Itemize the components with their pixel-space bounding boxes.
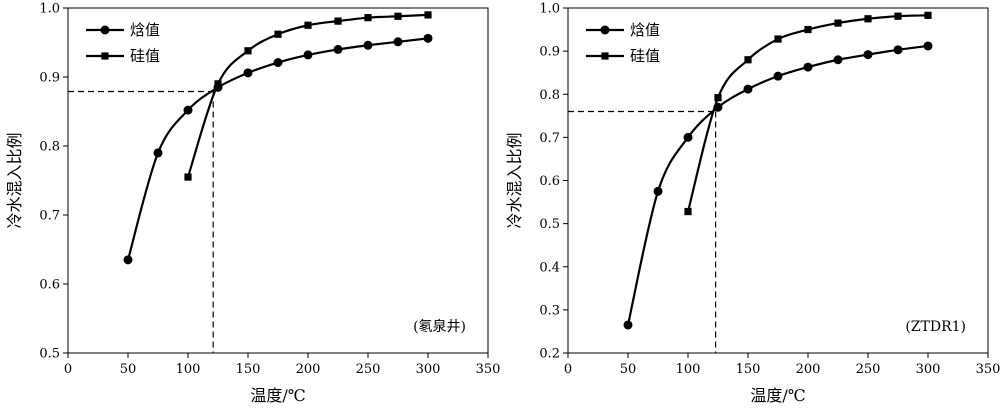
chart-right-ztdr1: 0 50 100 150 200 250 300 350 0.2 0.3 0.4 0.5 0.6 0.7 0… [500,0,1000,410]
left-x-tick-label: 50 [120,362,137,377]
left-series1-point [183,105,193,115]
left-series1-point [243,68,253,78]
right-series1-point [863,50,873,60]
right-x-axis-title: 温度/℃ [750,386,805,405]
right-series2-point [834,19,842,27]
right-series-line-1 [626,44,929,326]
left-plot-frame [67,7,489,354]
left-series2-point [424,11,432,19]
right-series1-point [623,320,633,330]
left-legend-label-2: 硅值 [130,47,160,65]
left-x-tick-label: 100 [176,362,201,377]
left-annotation: (氡泉井) [413,318,466,335]
right-y-tick-label: 1.0 [539,2,560,17]
left-x-tick-label: 200 [296,362,321,377]
right-series2-point [864,15,872,23]
right-series2-point [774,35,782,43]
right-series2-point [894,12,902,20]
right-series1-point [893,45,903,55]
left-series2-point [184,173,192,181]
right-series-line-2 [686,14,929,212]
right-x-tick-label: 300 [916,362,941,377]
left-y-axis-title: 冷水混入比例 [5,132,24,228]
right-legend-marker-1 [600,25,610,35]
left-series1-point [393,37,403,47]
left-x-tick-label: 300 [416,362,441,377]
right-series1-point [683,132,693,142]
left-y-tick-label: 0.6 [39,278,60,293]
right-series1-point [923,41,933,51]
left-series2-point [244,47,252,55]
right-series2-point [744,56,752,64]
left-series2-point [364,14,372,22]
left-series1-point [273,58,283,68]
right-legend-marker-2 [601,52,609,60]
left-x-axis-title: 温度/℃ [250,386,305,405]
right-y-tick-label: 0.9 [539,45,560,60]
left-legend-marker-2 [101,52,109,60]
left-legend-marker-1 [100,25,110,35]
right-y-tick-label: 0.3 [539,303,560,318]
right-x-tick-label: 50 [620,362,637,377]
right-series2-point [684,207,692,216]
left-series2-point [334,17,342,25]
right-series1-point [833,55,843,65]
left-x-tick-label: 250 [356,362,381,377]
left-series-line-1 [126,37,429,261]
right-x-tick-label: 200 [796,362,821,377]
right-y-tick-label: 0.8 [539,88,560,103]
chart-left-radon-well: 0 50 100 150 200 250 300 350 0.5 0.6 0.7 0.8 0.9 1.0 温… [5,2,500,406]
left-y-tick-label: 0.7 [39,209,60,224]
right-y-tick-label: 0.7 [539,131,560,146]
chart-left-svg: 0 50 100 150 200 250 300 350 0.5 0.6 0.7 0.8 0.9 1.0 温… [5,2,500,406]
right-x-tick-label: 350 [976,362,1000,377]
right-x-tick-label: 250 [856,362,881,377]
left-x-tick-label: 150 [236,362,261,377]
right-series1-point [743,84,753,94]
left-series1-point [303,50,313,60]
left-series2-point [394,12,402,20]
right-x-tick-label: 0 [564,362,572,377]
left-series-line-2 [186,13,429,178]
left-x-tick-label: 0 [64,362,72,377]
right-legend-label-2: 硅值 [630,47,660,65]
chart-right-svg: 0 50 100 150 200 250 300 350 0.2 0.3 0.4 0.5 0.6 0.7 0… [505,2,1000,406]
left-series1-point [153,148,163,158]
right-y-tick-label: 0.2 [539,347,560,362]
right-annotation: (ZTDR1) [905,319,966,335]
left-y-tick-label: 0.5 [39,347,60,362]
right-series1-point [803,62,813,72]
left-series2-point [304,21,312,29]
left-series1-point [423,33,433,43]
left-y-tick-label: 0.9 [39,71,60,86]
right-series2-point [714,94,722,102]
right-x-tick-label: 100 [676,362,701,377]
right-y-tick-label: 0.5 [539,217,560,232]
right-x-tick-label: 150 [736,362,761,377]
right-y-tick-label: 0.6 [539,174,560,189]
right-series2-point [804,25,812,34]
right-legend-label-1: 焓值 [630,21,660,39]
right-series1-point [653,186,663,196]
left-series1-point [123,255,133,265]
left-y-tick-label: 1.0 [39,2,60,17]
right-series1-point [773,71,783,81]
right-series2-point [924,11,932,19]
right-y-axis-title: 冷水混入比例 [505,132,524,228]
left-y-tick-label: 0.8 [39,140,60,155]
left-series1-point [333,44,343,54]
left-series2-point [274,30,282,38]
left-series1-point [363,40,373,50]
left-x-tick-label: 350 [476,362,500,377]
right-y-tick-label: 0.4 [539,260,560,275]
left-legend-label-1: 焓值 [130,21,160,39]
left-series2-point [214,80,222,88]
